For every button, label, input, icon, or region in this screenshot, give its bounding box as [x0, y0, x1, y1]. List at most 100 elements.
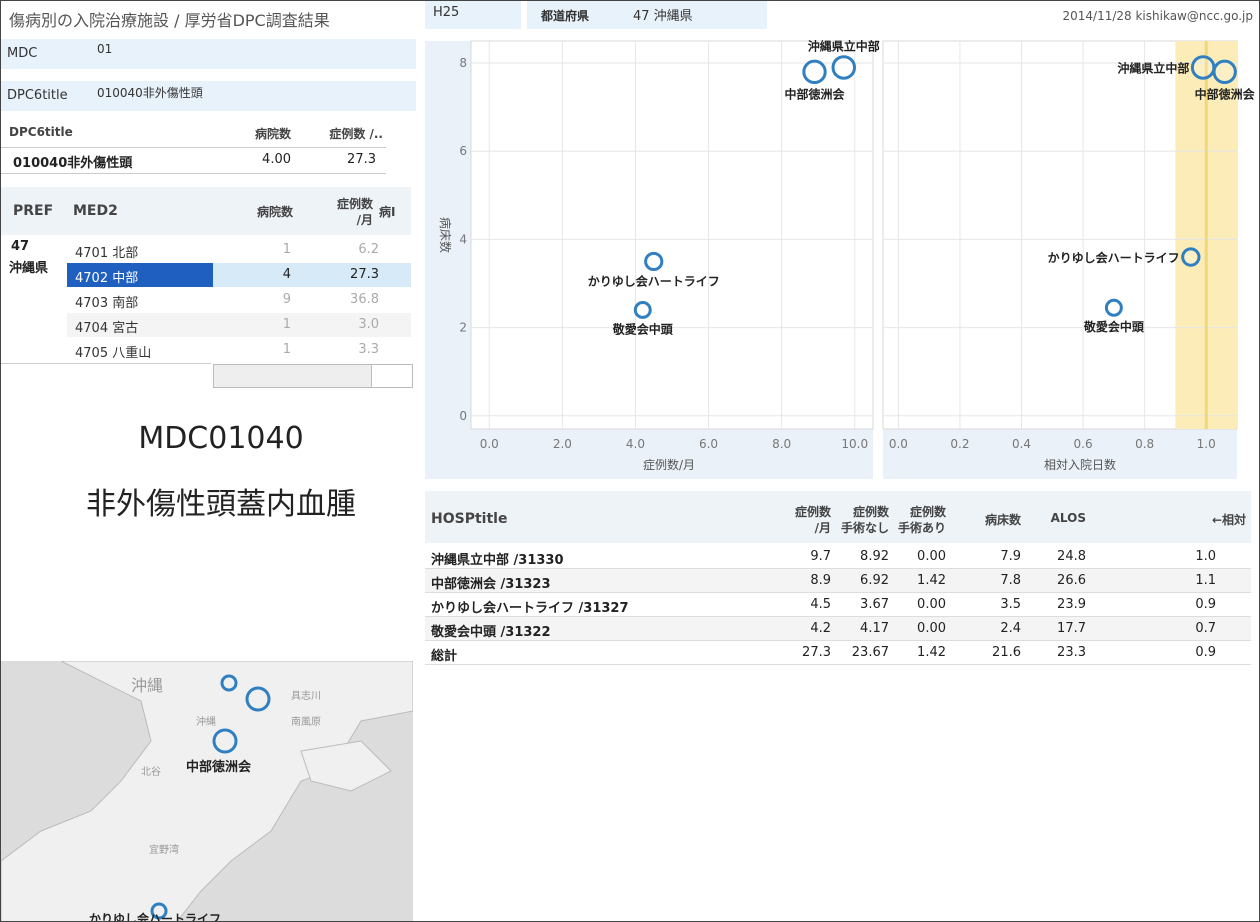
point-label: 中部徳洲会 [785, 87, 846, 102]
cell: 23.67 [851, 645, 889, 660]
cell: 0.9 [1195, 597, 1216, 612]
field-box [1, 39, 416, 69]
cell: 3.67 [860, 597, 889, 612]
column-header: /月 [356, 213, 373, 227]
point [1104, 298, 1123, 317]
cell: 0.00 [917, 621, 946, 636]
map-place: 宜野湾 [149, 843, 179, 856]
cell: 23.3 [1057, 645, 1086, 660]
cell: 4.2 [810, 621, 831, 636]
cell: 8.92 [860, 549, 889, 564]
cell: 2.4 [1000, 621, 1021, 636]
cell: 6.2 [358, 242, 379, 257]
caption-1: MDC01040 [138, 421, 304, 456]
map-hospital: かりゆし会ハートライフ [89, 911, 221, 922]
point [633, 301, 652, 319]
year[interactable]: H25 [433, 5, 460, 20]
cell: 4702 中部 [75, 271, 139, 286]
cell: 4.5 [810, 597, 831, 612]
row-line [1, 147, 386, 148]
point-label: 敬愛会中頭 [612, 321, 674, 336]
column-header: 病院数 [254, 127, 291, 141]
cell: 27.3 [347, 152, 376, 167]
scrollbar[interactable] [213, 364, 413, 388]
charts: 0.0 2.0 4.0 6.0 8.0 10.0 0 2 4 6 8 症例数/月 病床数 沖縄県立中部中部… [425, 39, 1256, 479]
map-place: 沖縄 [131, 676, 163, 695]
row-bg [425, 641, 1251, 665]
pref[interactable]: 47 沖縄県 [633, 9, 693, 24]
column-header: DPC6title [9, 125, 73, 139]
x-tick-label: 0.0 [889, 437, 908, 451]
cell: 沖縄県立中部 /31330 [431, 553, 564, 568]
point [1190, 55, 1216, 80]
point [1181, 247, 1201, 267]
x-axis-title: 相対入院日数 [1044, 457, 1116, 472]
cell: 9.7 [810, 549, 831, 564]
pref-name: 沖縄県 [9, 261, 49, 276]
cell: 総計 [431, 649, 458, 664]
column-header: 症例数 [909, 505, 946, 519]
field-value: 010040非外傷性頭 [97, 86, 203, 100]
cell: 7.8 [1000, 573, 1021, 588]
column-header: ALOS [1050, 511, 1086, 525]
x-tick-label: 0.4 [1012, 437, 1031, 451]
y-tick-label: 6 [459, 144, 467, 158]
map-place: 北谷 [141, 766, 161, 778]
pref-label: 都道府県 [541, 9, 590, 23]
column-header: 症例数 [794, 505, 831, 519]
cell: 1.1 [1195, 573, 1216, 588]
row-bg[interactable] [67, 238, 411, 262]
cell: 9 [282, 292, 291, 307]
cell: 3.3 [358, 342, 379, 357]
cell: 1 [282, 342, 291, 357]
field-value: 01 [97, 42, 113, 56]
x-tick-label: 0.2 [950, 437, 969, 451]
x-tick-label: 0.6 [1074, 437, 1093, 451]
cell: 1.42 [917, 645, 946, 660]
cell: かりゆし会ハートライフ /31327 [431, 601, 629, 616]
x-tick-label: 2.0 [553, 437, 572, 451]
x-tick-label: 10.0 [841, 437, 868, 451]
column-header: /月 [814, 521, 831, 535]
cell: 4 [282, 267, 291, 282]
cell: 4701 北部 [75, 246, 139, 261]
plot-area [470, 40, 874, 430]
cell: 17.7 [1057, 621, 1086, 636]
map-place: 具志川 [291, 689, 321, 702]
point-label: 沖縄県立中部 [1117, 60, 1189, 75]
map-place: 沖縄 [196, 715, 216, 728]
y-tick-label: 8 [459, 56, 467, 70]
row-bg[interactable] [67, 313, 411, 337]
cell: 010040非外傷性頭 [13, 156, 133, 171]
row-bg [425, 569, 1251, 593]
x-tick-label: 6.0 [699, 437, 718, 451]
point [644, 251, 664, 272]
column-header: 症例数 /.. [329, 127, 383, 141]
row-bg[interactable] [67, 338, 411, 362]
cell: 4.00 [262, 152, 291, 167]
cell: 4704 宮古 [75, 321, 139, 336]
column-header: 病院数 [256, 205, 293, 219]
cell: 3.0 [358, 317, 379, 332]
cell: 中部徳洲会 /31323 [431, 577, 551, 592]
stamp: 2014/11/28 kishikaw@ncc.go.jp [1062, 9, 1254, 23]
cell: 3.5 [1000, 597, 1021, 612]
point [1212, 59, 1237, 85]
point-label: 沖縄県立中部 [808, 39, 880, 54]
row-bg [425, 593, 1251, 617]
field-label: DPC6title [7, 88, 68, 103]
cell: 1 [282, 242, 291, 257]
selected-cell [67, 263, 213, 287]
row-bg [425, 545, 1251, 569]
column-header: HOSPtitle [431, 511, 508, 527]
row-bg[interactable] [67, 288, 411, 312]
cell: 21.6 [992, 645, 1021, 660]
pref-code: 47 [11, 239, 30, 254]
y-tick-label: 0 [459, 409, 467, 423]
point [831, 55, 857, 80]
cell: 6.92 [860, 573, 889, 588]
column-header: MED2 [73, 203, 118, 219]
cell: 1 [282, 317, 291, 332]
